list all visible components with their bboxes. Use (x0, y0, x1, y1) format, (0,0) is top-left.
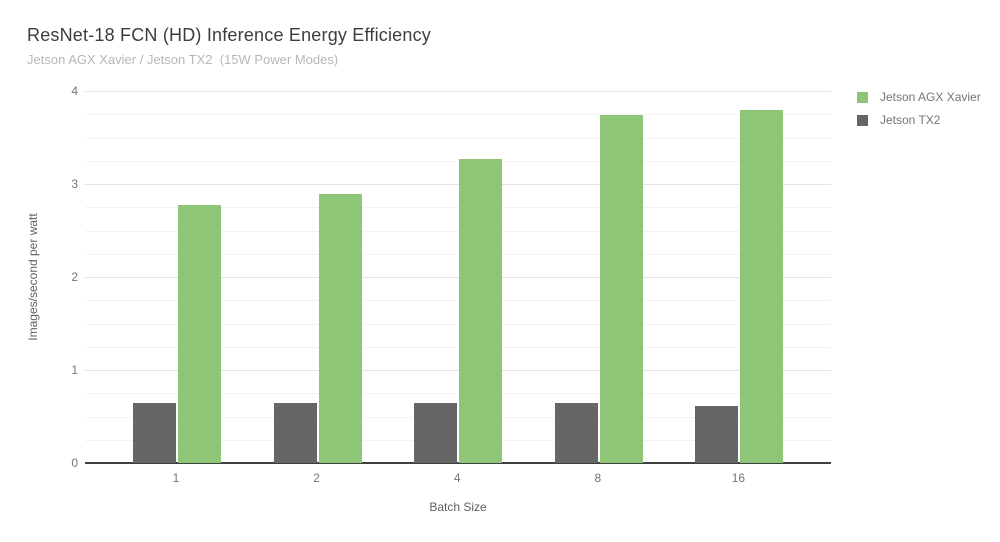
gridline-minor-0.75 (85, 393, 831, 395)
legend: Jetson AGX Xavier Jetson TX2 (857, 90, 981, 137)
gridline-minor-2.25 (85, 253, 831, 255)
legend-swatch-icon (857, 91, 868, 103)
y-axis-title: Images/second per watt (26, 213, 40, 341)
chart-title: ResNet-18 FCN (HD) Inference Energy Effi… (27, 25, 432, 45)
x-tick-label-2: 2 (313, 471, 320, 485)
legend-label: Jetson AGX Xavier (880, 90, 981, 104)
legend-item-jetson-agx-xavier[interactable]: Jetson AGX Xavier (857, 90, 981, 104)
chart-subtitle: Jetson AGX Xavier / Jetson TX2 (15W Powe… (27, 52, 339, 67)
gridline-minor-2.75 (85, 207, 831, 209)
x-axis-title: Batch Size (429, 500, 487, 514)
y-tick-label-0: 0 (71, 456, 78, 470)
gridline-major-4 (85, 91, 831, 92)
bar-jetson-tx2-batch-2[interactable] (273, 403, 317, 463)
gridline-minor-3.25 (85, 160, 831, 162)
x-tick-label-16: 16 (731, 471, 746, 485)
bar-jetson-agx-xavier-batch-2[interactable] (318, 194, 362, 463)
gridline-minor-1.25 (85, 346, 831, 348)
bar-jetson-agx-xavier-batch-4[interactable] (459, 159, 503, 463)
gridline-minor-3.5 (85, 137, 831, 139)
legend-swatch-icon (857, 114, 868, 126)
bar-jetson-tx2-batch-4[interactable] (414, 403, 458, 463)
bar-jetson-agx-xavier-batch-16[interactable] (740, 110, 784, 463)
legend-item-jetson-tx2[interactable]: Jetson TX2 (857, 113, 981, 127)
y-tick-label-4: 4 (71, 84, 78, 98)
gridline-major-2 (85, 277, 831, 278)
x-axis-baseline (85, 462, 831, 464)
y-tick-label-2: 2 (71, 270, 78, 284)
legend-label: Jetson TX2 (880, 113, 941, 127)
bar-jetson-agx-xavier-batch-1[interactable] (178, 205, 221, 463)
plot-area (85, 91, 831, 464)
y-tick-label-3: 3 (71, 177, 78, 191)
y-tick-label-1: 1 (71, 363, 78, 377)
bar-jetson-tx2-batch-16[interactable] (695, 406, 739, 463)
bar-jetson-tx2-batch-1[interactable] (133, 403, 176, 463)
gridline-minor-0.5 (85, 416, 831, 418)
x-tick-label-1: 1 (172, 471, 180, 485)
gridline-minor-3.75 (85, 114, 831, 116)
gridline-major-3 (85, 184, 831, 185)
gridline-minor-1.75 (85, 300, 831, 302)
bar-jetson-agx-xavier-batch-8[interactable] (599, 115, 643, 463)
gridline-minor-1.5 (85, 323, 831, 325)
gridline-minor-2.5 (85, 230, 831, 232)
gridline-major-1 (85, 370, 831, 371)
x-tick-label-8: 8 (594, 471, 602, 485)
gridline-minor-0.25 (85, 439, 831, 441)
x-tick-label-4: 4 (453, 471, 461, 485)
bar-jetson-tx2-batch-8[interactable] (554, 403, 598, 463)
